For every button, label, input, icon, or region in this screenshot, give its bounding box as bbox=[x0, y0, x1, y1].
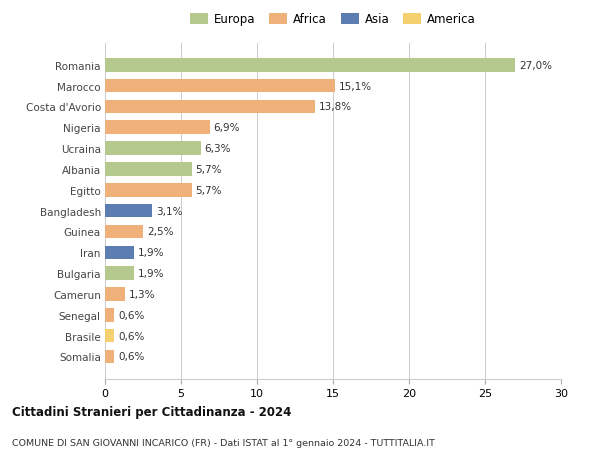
Bar bbox=[105, 350, 114, 364]
Bar bbox=[105, 59, 515, 73]
Bar bbox=[105, 246, 134, 259]
Text: 0,6%: 0,6% bbox=[118, 331, 144, 341]
Bar bbox=[105, 204, 152, 218]
Legend: Europa, Africa, Asia, America: Europa, Africa, Asia, America bbox=[185, 9, 481, 31]
Bar bbox=[105, 142, 201, 156]
Bar bbox=[105, 101, 315, 114]
Text: 5,7%: 5,7% bbox=[196, 165, 222, 174]
Bar bbox=[105, 287, 125, 301]
Bar bbox=[105, 329, 114, 343]
Bar bbox=[105, 308, 114, 322]
Text: 27,0%: 27,0% bbox=[519, 61, 552, 71]
Text: Cittadini Stranieri per Cittadinanza - 2024: Cittadini Stranieri per Cittadinanza - 2… bbox=[12, 405, 292, 419]
Bar bbox=[105, 267, 134, 280]
Text: 6,9%: 6,9% bbox=[214, 123, 240, 133]
Text: COMUNE DI SAN GIOVANNI INCARICO (FR) - Dati ISTAT al 1° gennaio 2024 - TUTTITALI: COMUNE DI SAN GIOVANNI INCARICO (FR) - D… bbox=[12, 438, 435, 447]
Text: 1,9%: 1,9% bbox=[137, 269, 164, 279]
Bar bbox=[105, 163, 191, 176]
Text: 0,6%: 0,6% bbox=[118, 352, 144, 362]
Bar bbox=[105, 225, 143, 239]
Text: 1,9%: 1,9% bbox=[137, 248, 164, 257]
Text: 2,5%: 2,5% bbox=[147, 227, 173, 237]
Bar bbox=[105, 121, 210, 135]
Bar bbox=[105, 184, 191, 197]
Text: 6,3%: 6,3% bbox=[205, 144, 231, 154]
Text: 1,3%: 1,3% bbox=[128, 289, 155, 299]
Text: 5,7%: 5,7% bbox=[196, 185, 222, 196]
Text: 0,6%: 0,6% bbox=[118, 310, 144, 320]
Bar bbox=[105, 79, 335, 93]
Text: 3,1%: 3,1% bbox=[156, 206, 182, 216]
Text: 13,8%: 13,8% bbox=[319, 102, 352, 112]
Text: 15,1%: 15,1% bbox=[338, 81, 371, 91]
